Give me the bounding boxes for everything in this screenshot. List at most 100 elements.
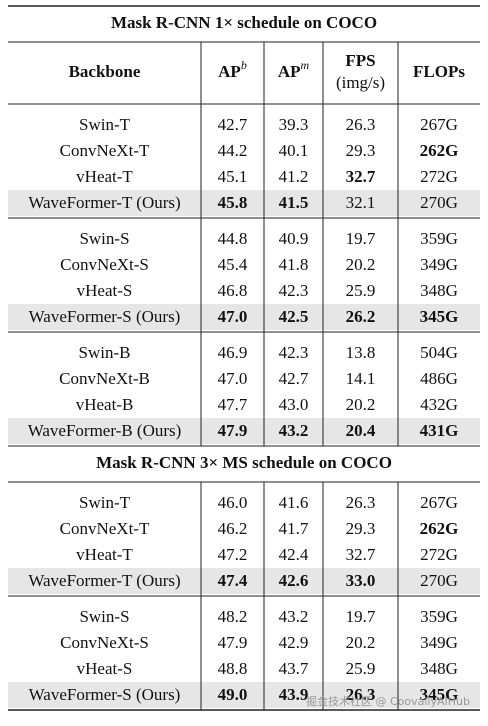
value-cell: 26.3 <box>346 685 376 704</box>
value-cell: 44.2 <box>218 141 248 160</box>
backbone-cell: ConvNeXt-S <box>60 633 149 652</box>
backbone-cell: WaveFormer-S (Ours) <box>29 307 181 326</box>
value-cell: 348G <box>420 281 458 300</box>
value-cell: 47.9 <box>218 421 248 440</box>
value-cell: 42.4 <box>279 545 309 564</box>
value-cell: 39.3 <box>279 115 309 134</box>
value-cell: 20.2 <box>346 255 376 274</box>
value-cell: 32.7 <box>346 167 376 186</box>
value-cell: 349G <box>420 633 458 652</box>
value-cell: 359G <box>420 229 458 248</box>
header-text: Backbone <box>69 62 141 81</box>
backbone-cell: vHeat-S <box>77 659 133 678</box>
value-cell: 25.9 <box>346 659 376 678</box>
value-cell: 47.9 <box>218 633 248 652</box>
value-cell: 46.0 <box>218 493 248 512</box>
value-cell: 32.1 <box>346 193 376 212</box>
backbone-cell: Swin-T <box>79 115 131 134</box>
backbone-cell: vHeat-T <box>76 545 133 564</box>
value-cell: 48.8 <box>218 659 248 678</box>
value-cell: 43.2 <box>279 607 309 626</box>
value-cell: 272G <box>420 545 458 564</box>
row-highlight <box>8 682 480 708</box>
value-cell: 47.0 <box>218 369 248 388</box>
value-cell: 42.6 <box>279 571 309 590</box>
value-cell: 349G <box>420 255 458 274</box>
value-cell: 267G <box>420 493 458 512</box>
value-cell: 47.7 <box>218 395 248 414</box>
value-cell: 45.8 <box>218 193 248 212</box>
header-cell: FLOPs <box>413 62 465 81</box>
backbone-cell: Swin-T <box>79 493 131 512</box>
value-cell: 19.7 <box>346 607 376 626</box>
row-highlight <box>8 304 480 330</box>
value-cell: 42.3 <box>279 343 309 362</box>
watermark: 掘金技术社区 @ CoovallyAIHub <box>306 694 470 708</box>
backbone-cell: ConvNeXt-S <box>60 255 149 274</box>
section-title: Mask R-CNN 1× schedule on COCO <box>111 13 377 32</box>
value-cell: 348G <box>420 659 458 678</box>
header-sup: m <box>301 58 310 72</box>
value-cell: 47.0 <box>218 307 248 326</box>
value-cell: 46.2 <box>218 519 248 538</box>
backbone-cell: WaveFormer-T (Ours) <box>28 571 180 590</box>
value-cell: 43.2 <box>279 421 309 440</box>
value-cell: 43.9 <box>279 685 309 704</box>
value-cell: 49.0 <box>218 685 248 704</box>
value-cell: 20.2 <box>346 395 376 414</box>
value-cell: 267G <box>420 115 458 134</box>
header-cell: APb <box>218 58 247 81</box>
value-cell: 26.3 <box>346 115 376 134</box>
header-text: AP <box>218 62 241 81</box>
value-cell: 345G <box>420 307 459 326</box>
value-cell: 431G <box>420 421 459 440</box>
value-cell: 26.3 <box>346 493 376 512</box>
value-cell: 262G <box>420 141 459 160</box>
value-cell: 25.9 <box>346 281 376 300</box>
value-cell: 262G <box>420 519 459 538</box>
value-cell: 45.1 <box>218 167 248 186</box>
value-cell: 270G <box>420 193 458 212</box>
value-cell: 44.8 <box>218 229 248 248</box>
value-cell: 46.8 <box>218 281 248 300</box>
backbone-cell: Swin-S <box>79 229 129 248</box>
value-cell: 43.7 <box>279 659 309 678</box>
value-cell: 47.4 <box>218 571 248 590</box>
row-highlight <box>8 418 480 444</box>
value-cell: 47.2 <box>218 545 248 564</box>
value-cell: 41.5 <box>279 193 309 212</box>
backbone-cell: Swin-S <box>79 607 129 626</box>
row-highlight <box>8 190 480 216</box>
backbone-cell: WaveFormer-S (Ours) <box>29 685 181 704</box>
value-cell: 33.0 <box>346 571 376 590</box>
value-cell: 13.8 <box>346 343 376 362</box>
value-cell: 32.7 <box>346 545 376 564</box>
value-cell: 48.2 <box>218 607 248 626</box>
value-cell: 345G <box>420 685 459 704</box>
value-cell: 41.8 <box>279 255 309 274</box>
value-cell: 42.9 <box>279 633 309 652</box>
value-cell: 486G <box>420 369 458 388</box>
section-title: Mask R-CNN 3× MS schedule on COCO <box>96 453 392 472</box>
value-cell: 41.7 <box>279 519 309 538</box>
value-cell: 26.2 <box>346 307 376 326</box>
header-text: AP <box>278 62 301 81</box>
value-cell: 40.9 <box>279 229 309 248</box>
value-cell: 43.0 <box>279 395 309 414</box>
value-cell: 270G <box>420 571 458 590</box>
header-cell: APm <box>278 58 310 81</box>
backbone-cell: vHeat-B <box>76 395 134 414</box>
value-cell: 29.3 <box>346 141 376 160</box>
value-cell: 42.5 <box>279 307 309 326</box>
value-cell: 14.1 <box>346 369 376 388</box>
backbone-cell: ConvNeXt-T <box>60 519 150 538</box>
value-cell: 20.4 <box>346 421 376 440</box>
backbone-cell: vHeat-S <box>77 281 133 300</box>
value-cell: 41.2 <box>279 167 309 186</box>
header-cell: FPS <box>345 51 375 70</box>
backbone-cell: ConvNeXt-B <box>59 369 150 388</box>
value-cell: 20.2 <box>346 633 376 652</box>
value-cell: 42.3 <box>279 281 309 300</box>
value-cell: 42.7 <box>279 369 309 388</box>
value-cell: 46.9 <box>218 343 248 362</box>
